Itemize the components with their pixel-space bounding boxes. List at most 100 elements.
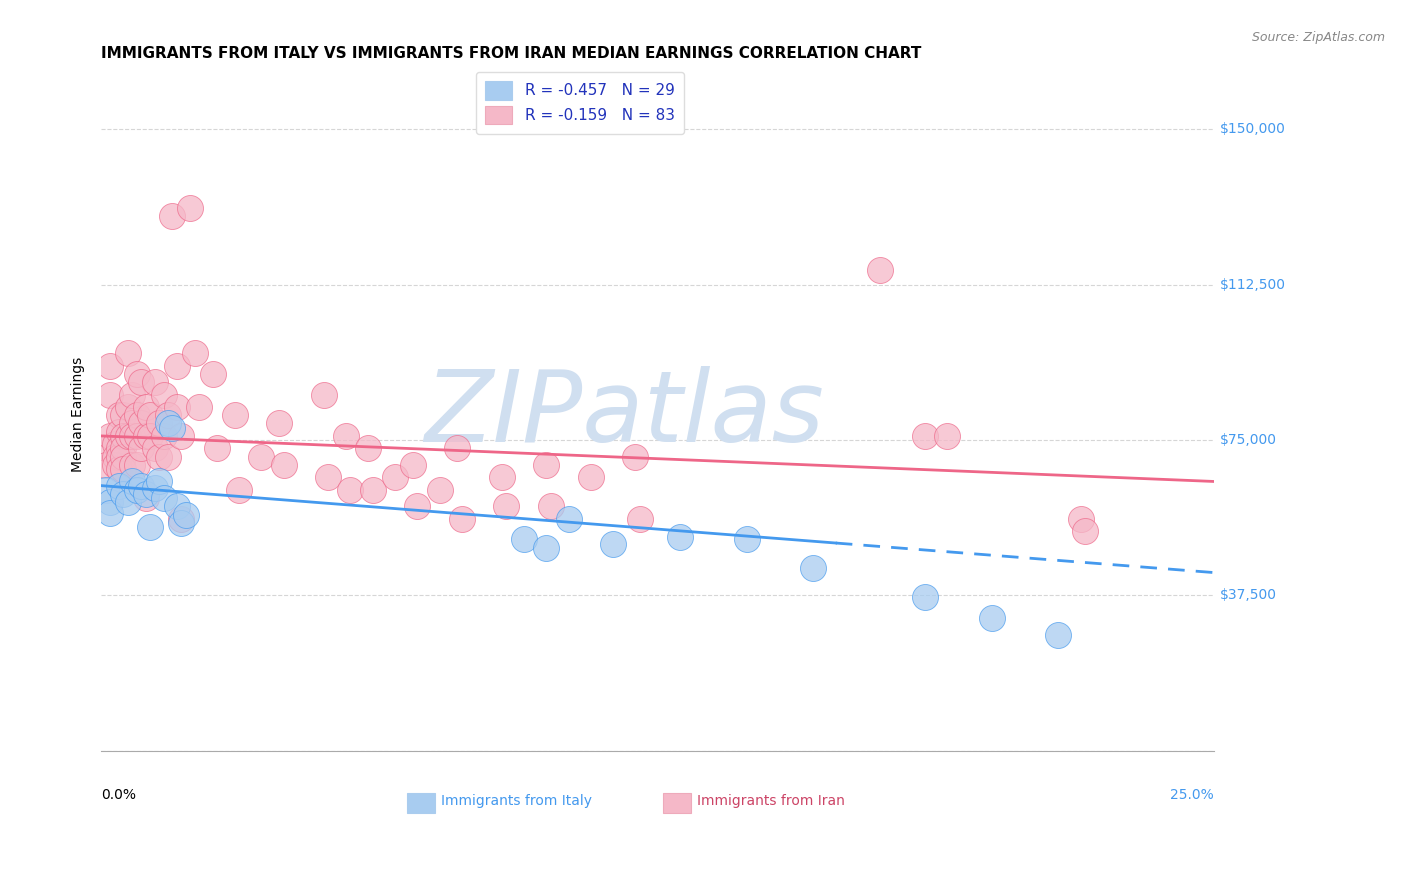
Point [980, 611, 1002, 625]
Point [152, 491, 174, 505]
Point [108, 408, 131, 422]
Point [108, 478, 131, 492]
Point [491, 470, 513, 484]
Point [446, 442, 468, 456]
Point [357, 442, 380, 456]
Point [108, 450, 131, 464]
Point [112, 442, 135, 456]
Point [117, 429, 139, 443]
Point [170, 516, 193, 530]
Point [103, 437, 125, 451]
Point [148, 450, 170, 464]
Point [121, 475, 143, 489]
Point [103, 458, 125, 472]
Point [384, 470, 406, 484]
FancyBboxPatch shape [408, 793, 434, 814]
Point [269, 417, 291, 431]
Point [540, 500, 562, 514]
Point [94, 458, 117, 472]
Point [450, 512, 472, 526]
Text: Immigrants from Iran: Immigrants from Iran [696, 794, 845, 808]
Point [121, 387, 143, 401]
Point [129, 375, 152, 389]
Point [224, 408, 246, 422]
Point [143, 375, 166, 389]
Point [166, 359, 188, 373]
Point [125, 458, 148, 472]
Point [316, 470, 339, 484]
Point [429, 483, 451, 497]
Point [803, 561, 825, 575]
Point [112, 408, 135, 422]
Text: IMMIGRANTS FROM ITALY VS IMMIGRANTS FROM IRAN MEDIAN EARNINGS CORRELATION CHART: IMMIGRANTS FROM ITALY VS IMMIGRANTS FROM… [101, 46, 921, 62]
Point [135, 487, 157, 501]
Point [936, 429, 959, 443]
Text: $112,500: $112,500 [1219, 277, 1285, 292]
Point [98, 387, 121, 401]
Text: 0.0%: 0.0% [101, 788, 136, 802]
Point [624, 450, 647, 464]
Point [112, 450, 135, 464]
Point [112, 487, 135, 501]
Point [135, 491, 157, 505]
Point [117, 400, 139, 414]
Point [135, 429, 157, 443]
Point [108, 442, 131, 456]
Point [183, 346, 205, 360]
Point [495, 500, 517, 514]
Point [129, 417, 152, 431]
Point [174, 508, 197, 522]
Point [139, 429, 162, 443]
Point [536, 541, 558, 555]
Text: $37,500: $37,500 [1219, 589, 1277, 602]
Point [108, 425, 131, 439]
Point [121, 417, 143, 431]
Point [228, 483, 250, 497]
Point [869, 263, 891, 277]
Point [148, 475, 170, 489]
Point [98, 495, 121, 509]
Point [129, 442, 152, 456]
Text: 25.0%: 25.0% [1170, 788, 1215, 802]
Text: Source: ZipAtlas.com: Source: ZipAtlas.com [1251, 31, 1385, 45]
Point [98, 359, 121, 373]
Point [94, 442, 117, 456]
Point [152, 429, 174, 443]
Point [914, 591, 936, 605]
Point [121, 429, 143, 443]
Point [156, 450, 179, 464]
Point [152, 387, 174, 401]
Point [170, 512, 193, 526]
Point [513, 533, 536, 547]
Point [139, 520, 162, 534]
Point [669, 530, 692, 544]
Point [273, 458, 295, 472]
Point [339, 483, 361, 497]
Point [125, 483, 148, 497]
Point [402, 458, 425, 472]
Text: $150,000: $150,000 [1219, 122, 1285, 136]
Point [117, 346, 139, 360]
Point [170, 429, 193, 443]
Point [1074, 524, 1097, 538]
Legend: R = -0.457   N = 29, R = -0.159   N = 83: R = -0.457 N = 29, R = -0.159 N = 83 [475, 72, 683, 134]
Point [162, 210, 184, 224]
Point [579, 470, 602, 484]
Point [129, 478, 152, 492]
Text: Immigrants from Italy: Immigrants from Italy [440, 794, 592, 808]
Point [125, 367, 148, 381]
Point [406, 500, 429, 514]
Point [156, 408, 179, 422]
Point [112, 462, 135, 476]
Point [201, 367, 224, 381]
Point [143, 442, 166, 456]
Point [117, 495, 139, 509]
Point [125, 408, 148, 422]
Point [361, 483, 384, 497]
Point [156, 417, 179, 431]
Point [98, 506, 121, 520]
Point [125, 429, 148, 443]
Point [166, 400, 188, 414]
Point [103, 450, 125, 464]
Point [108, 462, 131, 476]
